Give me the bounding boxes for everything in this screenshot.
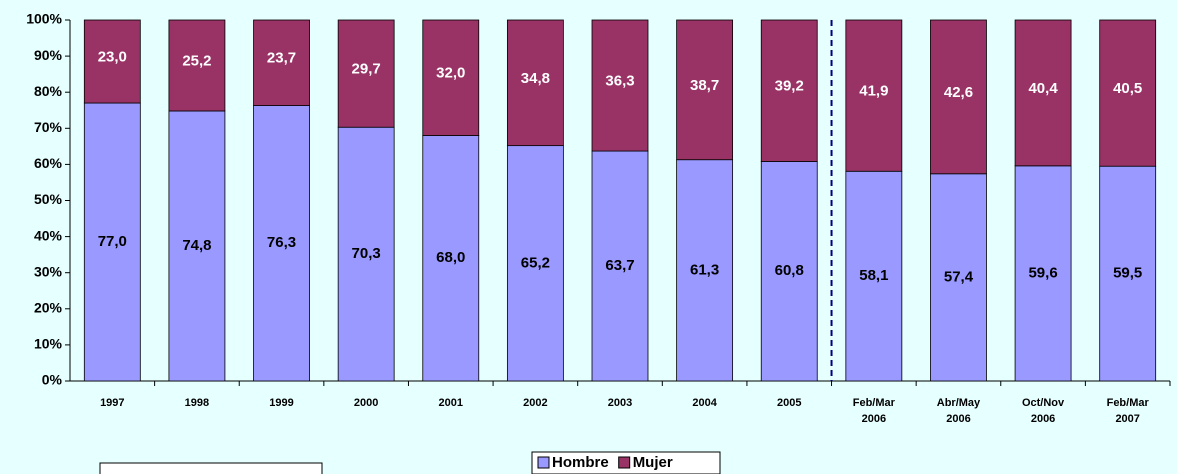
data-label: 74,8 — [182, 237, 211, 254]
bar-segment — [253, 105, 310, 382]
x-tick-label-line: 2007 — [1115, 413, 1139, 425]
bar-segment — [676, 19, 734, 161]
data-label: 61,3 — [690, 261, 719, 278]
y-tick-label: 80% — [34, 83, 63, 99]
y-tick-label: 10% — [34, 336, 63, 352]
x-tick-label-line: Oct/Nov — [1022, 397, 1065, 409]
bar-segment — [1014, 19, 1072, 167]
x-tick-label: Feb/Mar 2007 — [1107, 397, 1150, 425]
bar-segment — [760, 161, 818, 382]
data-label: 38,7 — [690, 77, 719, 94]
bar-segment — [422, 19, 480, 136]
x-tick-label: Abr/May 2006 — [937, 397, 981, 425]
x-tick-label-line: 2006 — [862, 413, 886, 425]
data-label: 40,4 — [1028, 80, 1058, 97]
x-tick-label: Oct/Nov 2006 — [1022, 397, 1065, 425]
x-tick-label-line: Feb/Mar — [1107, 397, 1150, 409]
data-label: 77,0 — [98, 233, 127, 250]
data-label: 41,9 — [859, 83, 888, 100]
data-label: 42,6 — [944, 84, 973, 101]
legend-swatch — [618, 456, 631, 469]
y-tick-label: 100% — [26, 11, 62, 27]
bar-segment — [845, 170, 903, 382]
x-tick-label: 1997 — [100, 397, 124, 409]
bar-segment — [337, 19, 395, 128]
data-label: 36,3 — [605, 72, 634, 89]
bar-segment — [760, 19, 818, 162]
data-label: 60,8 — [775, 262, 804, 279]
data-label: 65,2 — [521, 254, 550, 271]
bar-segment — [422, 135, 480, 382]
data-label: 23,0 — [98, 48, 127, 65]
bar-segment — [1014, 165, 1072, 382]
data-label: 23,7 — [267, 50, 296, 67]
y-tick-label: 60% — [34, 155, 63, 171]
data-label: 59,5 — [1113, 265, 1142, 282]
data-label: 76,3 — [267, 234, 296, 251]
y-tick-label: 70% — [34, 119, 63, 135]
x-tick-label: 2005 — [777, 397, 801, 409]
bar-segment — [591, 19, 649, 152]
x-tick-label-line: Feb/Mar — [853, 397, 896, 409]
bar-segment — [930, 19, 987, 175]
data-label: 68,0 — [436, 249, 465, 266]
y-tick-label: 40% — [34, 227, 63, 243]
data-label: 70,3 — [352, 245, 381, 262]
y-tick-label: 20% — [34, 300, 63, 316]
x-tick-label: 2003 — [608, 397, 632, 409]
bar-segment — [506, 19, 564, 147]
bar-segment — [168, 110, 226, 382]
data-label: 59,6 — [1028, 264, 1057, 281]
bar-segment — [83, 19, 141, 104]
data-label: 40,5 — [1113, 80, 1142, 97]
data-label: 57,4 — [944, 268, 974, 285]
bar-segment — [253, 19, 310, 106]
x-tick-label: Feb/Mar 2006 — [853, 397, 896, 425]
data-label: 32,0 — [436, 65, 465, 82]
y-tick-label: 0% — [42, 372, 63, 388]
x-tick-label: 2004 — [692, 397, 717, 409]
y-tick-label: 50% — [34, 191, 63, 207]
y-tick-label: 30% — [34, 263, 63, 279]
x-tick-label: 2001 — [439, 397, 463, 409]
bar-segment — [1099, 165, 1157, 382]
bar-segment — [168, 19, 226, 112]
bar-segment — [591, 150, 649, 382]
legend-label: Hombre — [552, 454, 609, 471]
y-tick-label: 90% — [34, 47, 63, 63]
x-tick-label-line: 2006 — [1031, 413, 1055, 425]
x-tick-label: 2002 — [523, 397, 547, 409]
x-tick-label-line: Abr/May — [937, 397, 981, 409]
footer-box — [99, 462, 323, 474]
bar-segment — [930, 173, 987, 382]
data-label: 25,2 — [182, 52, 211, 69]
data-label: 39,2 — [775, 78, 804, 95]
x-tick-label: 1998 — [185, 397, 209, 409]
data-label: 29,7 — [352, 61, 381, 78]
bar-segment — [1099, 19, 1157, 167]
x-tick-label-line: 2006 — [946, 413, 970, 425]
bar-segment — [676, 159, 734, 382]
bar-segment — [337, 126, 395, 382]
x-tick-label: 2000 — [354, 397, 378, 409]
data-label: 63,7 — [605, 257, 634, 274]
x-tick-label: 1999 — [269, 397, 293, 409]
legend-label: Mujer — [633, 454, 673, 471]
data-label: 58,1 — [859, 267, 888, 284]
legend-swatch — [537, 456, 550, 469]
bar-segment — [845, 19, 903, 172]
data-label: 34,8 — [521, 70, 550, 87]
